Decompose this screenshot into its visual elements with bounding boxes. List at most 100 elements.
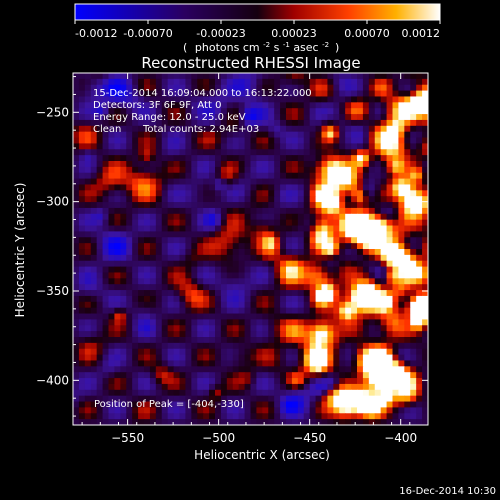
heatmap-cell	[357, 196, 364, 203]
heatmap-cell	[339, 331, 346, 338]
heatmap-cell	[244, 84, 251, 92]
heatmap-cell	[232, 237, 240, 244]
heatmap-cell	[126, 114, 133, 121]
heatmap-cell	[149, 108, 157, 115]
heatmap-cell	[357, 131, 364, 139]
heatmap-cell	[114, 73, 121, 80]
heatmap-cell	[392, 207, 399, 215]
heatmap-cell	[232, 161, 240, 168]
heatmap-cell	[138, 90, 145, 97]
heatmap-cell	[108, 172, 115, 180]
heatmap-cell	[149, 360, 157, 367]
heatmap-cell	[374, 213, 382, 221]
heatmap-cell	[161, 313, 169, 320]
heatmap-cell	[155, 119, 163, 127]
heatmap-cell	[226, 325, 234, 332]
heatmap-cell	[280, 372, 287, 379]
heatmap-cell	[90, 319, 98, 326]
heatmap-cell	[215, 84, 222, 92]
heatmap-cell	[84, 172, 92, 180]
heatmap-cell	[120, 383, 127, 391]
heatmap-cell	[250, 337, 257, 344]
heatmap-cell	[78, 102, 86, 109]
heatmap-cell	[280, 366, 287, 373]
heatmap-cell	[84, 137, 92, 144]
heatmap-cell	[108, 348, 115, 356]
heatmap-cell	[357, 249, 364, 256]
heatmap-cell	[416, 319, 423, 326]
heatmap-cell	[126, 378, 133, 385]
heatmap-cell	[297, 413, 305, 420]
heatmap-cell	[226, 219, 234, 227]
heatmap-cell	[380, 354, 388, 361]
heatmap-cell	[262, 155, 269, 162]
heatmap-cell	[155, 284, 163, 291]
heatmap-cell	[209, 295, 216, 303]
heatmap-cell	[333, 90, 340, 97]
heatmap-cell	[297, 184, 305, 191]
heatmap-cell	[404, 202, 411, 209]
heatmap-cell	[380, 372, 388, 379]
heatmap-cell	[386, 137, 393, 144]
heatmap-cell	[203, 219, 210, 227]
heatmap-cell	[357, 166, 364, 174]
heatmap-cell	[155, 395, 163, 403]
heatmap-cell	[179, 125, 186, 133]
heatmap-cell	[268, 108, 275, 115]
heatmap-cell	[362, 360, 370, 367]
heatmap-cell	[339, 90, 346, 97]
heatmap-cell	[179, 348, 186, 356]
heatmap-cell	[268, 389, 275, 397]
heatmap-cell	[78, 260, 86, 268]
heatmap-cell	[191, 231, 198, 238]
heatmap-cell	[386, 73, 393, 80]
heatmap-cell	[398, 125, 405, 133]
heatmap-cell	[309, 266, 317, 273]
heatmap-cell	[333, 78, 340, 86]
heatmap-cell	[321, 378, 328, 385]
heatmap-cell	[197, 307, 204, 315]
heatmap-cell	[161, 114, 169, 121]
heatmap-cell	[268, 307, 275, 315]
heatmap-cell	[191, 407, 198, 414]
heatmap-cell	[126, 231, 133, 238]
heatmap-cell	[149, 225, 157, 232]
heatmap-cell	[132, 366, 139, 373]
heatmap-cell	[155, 184, 163, 191]
heatmap-cell	[96, 266, 104, 273]
heatmap-cell	[78, 225, 86, 232]
heatmap-cell	[138, 73, 145, 80]
heatmap-cell	[120, 225, 127, 232]
heatmap-cell	[380, 307, 388, 315]
heatmap-cell	[309, 172, 317, 180]
heatmap-cell	[149, 96, 157, 103]
heatmap-cell	[333, 272, 340, 279]
heatmap-cell	[191, 155, 198, 162]
heatmap-cell	[203, 313, 210, 320]
heatmap-cell	[256, 354, 263, 361]
heatmap-cell	[149, 342, 157, 350]
heatmap-cell	[120, 119, 127, 127]
heatmap-cell	[232, 137, 240, 144]
heatmap-cell	[250, 260, 257, 268]
heatmap-cell	[327, 301, 334, 309]
heatmap-cell	[351, 125, 358, 133]
heatmap-cell	[345, 260, 352, 268]
heatmap-cell	[132, 378, 139, 385]
heatmap-cell	[126, 155, 133, 162]
heatmap-cell	[262, 360, 269, 367]
heatmap-cell	[321, 119, 328, 127]
heatmap-cell	[220, 383, 228, 391]
heatmap-cell	[250, 125, 257, 133]
heatmap-cell	[138, 213, 145, 221]
heatmap-cell	[155, 96, 163, 103]
heatmap-cell	[250, 372, 257, 379]
heatmap-cell	[280, 254, 287, 262]
heatmap-cell	[422, 243, 428, 250]
heatmap-cell	[114, 383, 121, 391]
heatmap-cell	[244, 395, 251, 403]
heatmap-cell	[327, 190, 334, 197]
heatmap-cell	[262, 78, 269, 86]
heatmap-cell	[422, 307, 428, 315]
heatmap-cell	[262, 196, 269, 203]
